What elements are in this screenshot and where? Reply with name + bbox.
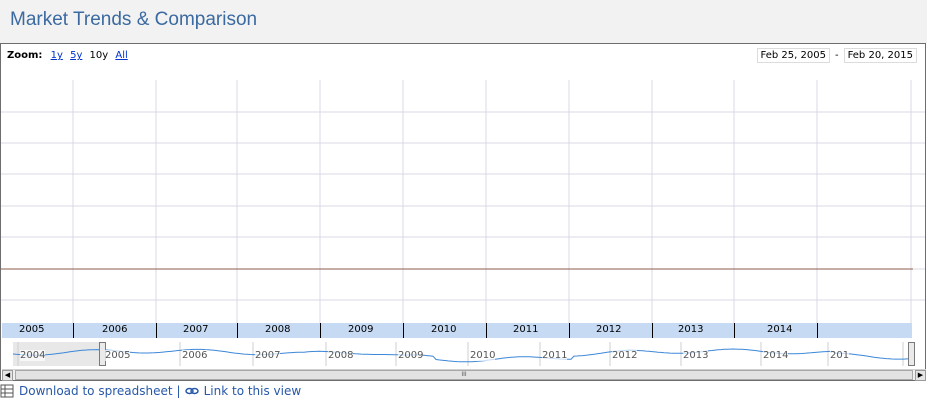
axis-tick [73, 323, 74, 338]
axis-year-label: 2005 [19, 324, 45, 335]
axis-year-label: 2013 [678, 324, 704, 335]
main-plot [1, 80, 925, 323]
range-handle-right[interactable] [908, 342, 915, 366]
axis-year-label: 2009 [348, 324, 374, 335]
zoom-1y-link[interactable]: 1y [50, 50, 63, 61]
footer: Download to spreadsheet | Link to this v… [0, 383, 301, 399]
axis-tick [817, 323, 818, 338]
axis-tick [237, 323, 238, 338]
axis-year-label: 2011 [513, 324, 539, 335]
date-range: Feb 25, 2005 - Feb 20, 2015 [756, 48, 917, 63]
overview-year-label: 2014 [763, 350, 789, 361]
zoom-label: Zoom: [7, 50, 43, 61]
link-to-view-link[interactable]: Link to this view [203, 384, 302, 398]
zoom-all-link[interactable]: All [115, 50, 128, 61]
scrollbar[interactable]: ◀ III ▶ [2, 369, 926, 381]
axis-tick [486, 323, 487, 338]
zoom-controls: Zoom: 1y 5y 10y All [7, 50, 132, 61]
overview-year-label: 2004 [20, 350, 46, 361]
axis-year-label: 2008 [265, 324, 291, 335]
footer-separator: | [176, 384, 181, 398]
overview-year-label: 2010 [470, 350, 496, 361]
overview-year-label: 2011 [542, 350, 568, 361]
download-spreadsheet-link[interactable]: Download to spreadsheet [19, 384, 173, 398]
chart-frame: Zoom: 1y 5y 10y All Feb 25, 2005 - Feb 2… [0, 43, 926, 381]
zoom-5y-link[interactable]: 5y [70, 50, 83, 61]
axis-year-label: 2010 [431, 324, 457, 335]
zoom-10y-current: 10y [89, 50, 109, 61]
start-date-field[interactable]: Feb 25, 2005 [756, 48, 830, 63]
axis-year-label: 2007 [183, 324, 209, 335]
overview-year-label: 2007 [255, 350, 281, 361]
overview-year-label: 2009 [398, 350, 424, 361]
scroll-left-icon[interactable]: ◀ [2, 370, 13, 381]
overview-year-label: 2006 [182, 350, 208, 361]
scroll-right-icon[interactable]: ▶ [915, 370, 926, 381]
spreadsheet-icon [0, 384, 14, 398]
overview-year-label: 2013 [683, 350, 709, 361]
overview-year-label: 201 [830, 350, 850, 361]
axis-tick [569, 323, 570, 338]
scroll-thumb[interactable]: III [15, 370, 913, 380]
axis-tick [320, 323, 321, 338]
date-separator: - [834, 50, 839, 61]
link-icon [184, 387, 199, 395]
page-title: Market Trends & Comparison [10, 9, 258, 30]
axis-tick [734, 323, 735, 338]
axis-year-label: 2012 [596, 324, 622, 335]
overview-year-label: 2008 [328, 350, 354, 361]
axis-tick [652, 323, 653, 338]
axis-tick [403, 323, 404, 338]
overview-year-label: 2005 [105, 350, 131, 361]
overview-chart[interactable]: 2004 2005 2006 2007 2008 2009 2010 2011 2012 2013… [13, 340, 915, 368]
axis-year-label: 2006 [102, 324, 128, 335]
overview-year-label: 2012 [612, 350, 638, 361]
title-bar: Market Trends & Comparison [0, 0, 927, 43]
axis-tick [156, 323, 157, 338]
end-date-field[interactable]: Feb 20, 2015 [843, 48, 917, 63]
axis-year-label: 2014 [767, 324, 793, 335]
year-axis: 2005 2006 2007 2008 2009 2010 2011 2012 2013 2014 [2, 323, 912, 338]
